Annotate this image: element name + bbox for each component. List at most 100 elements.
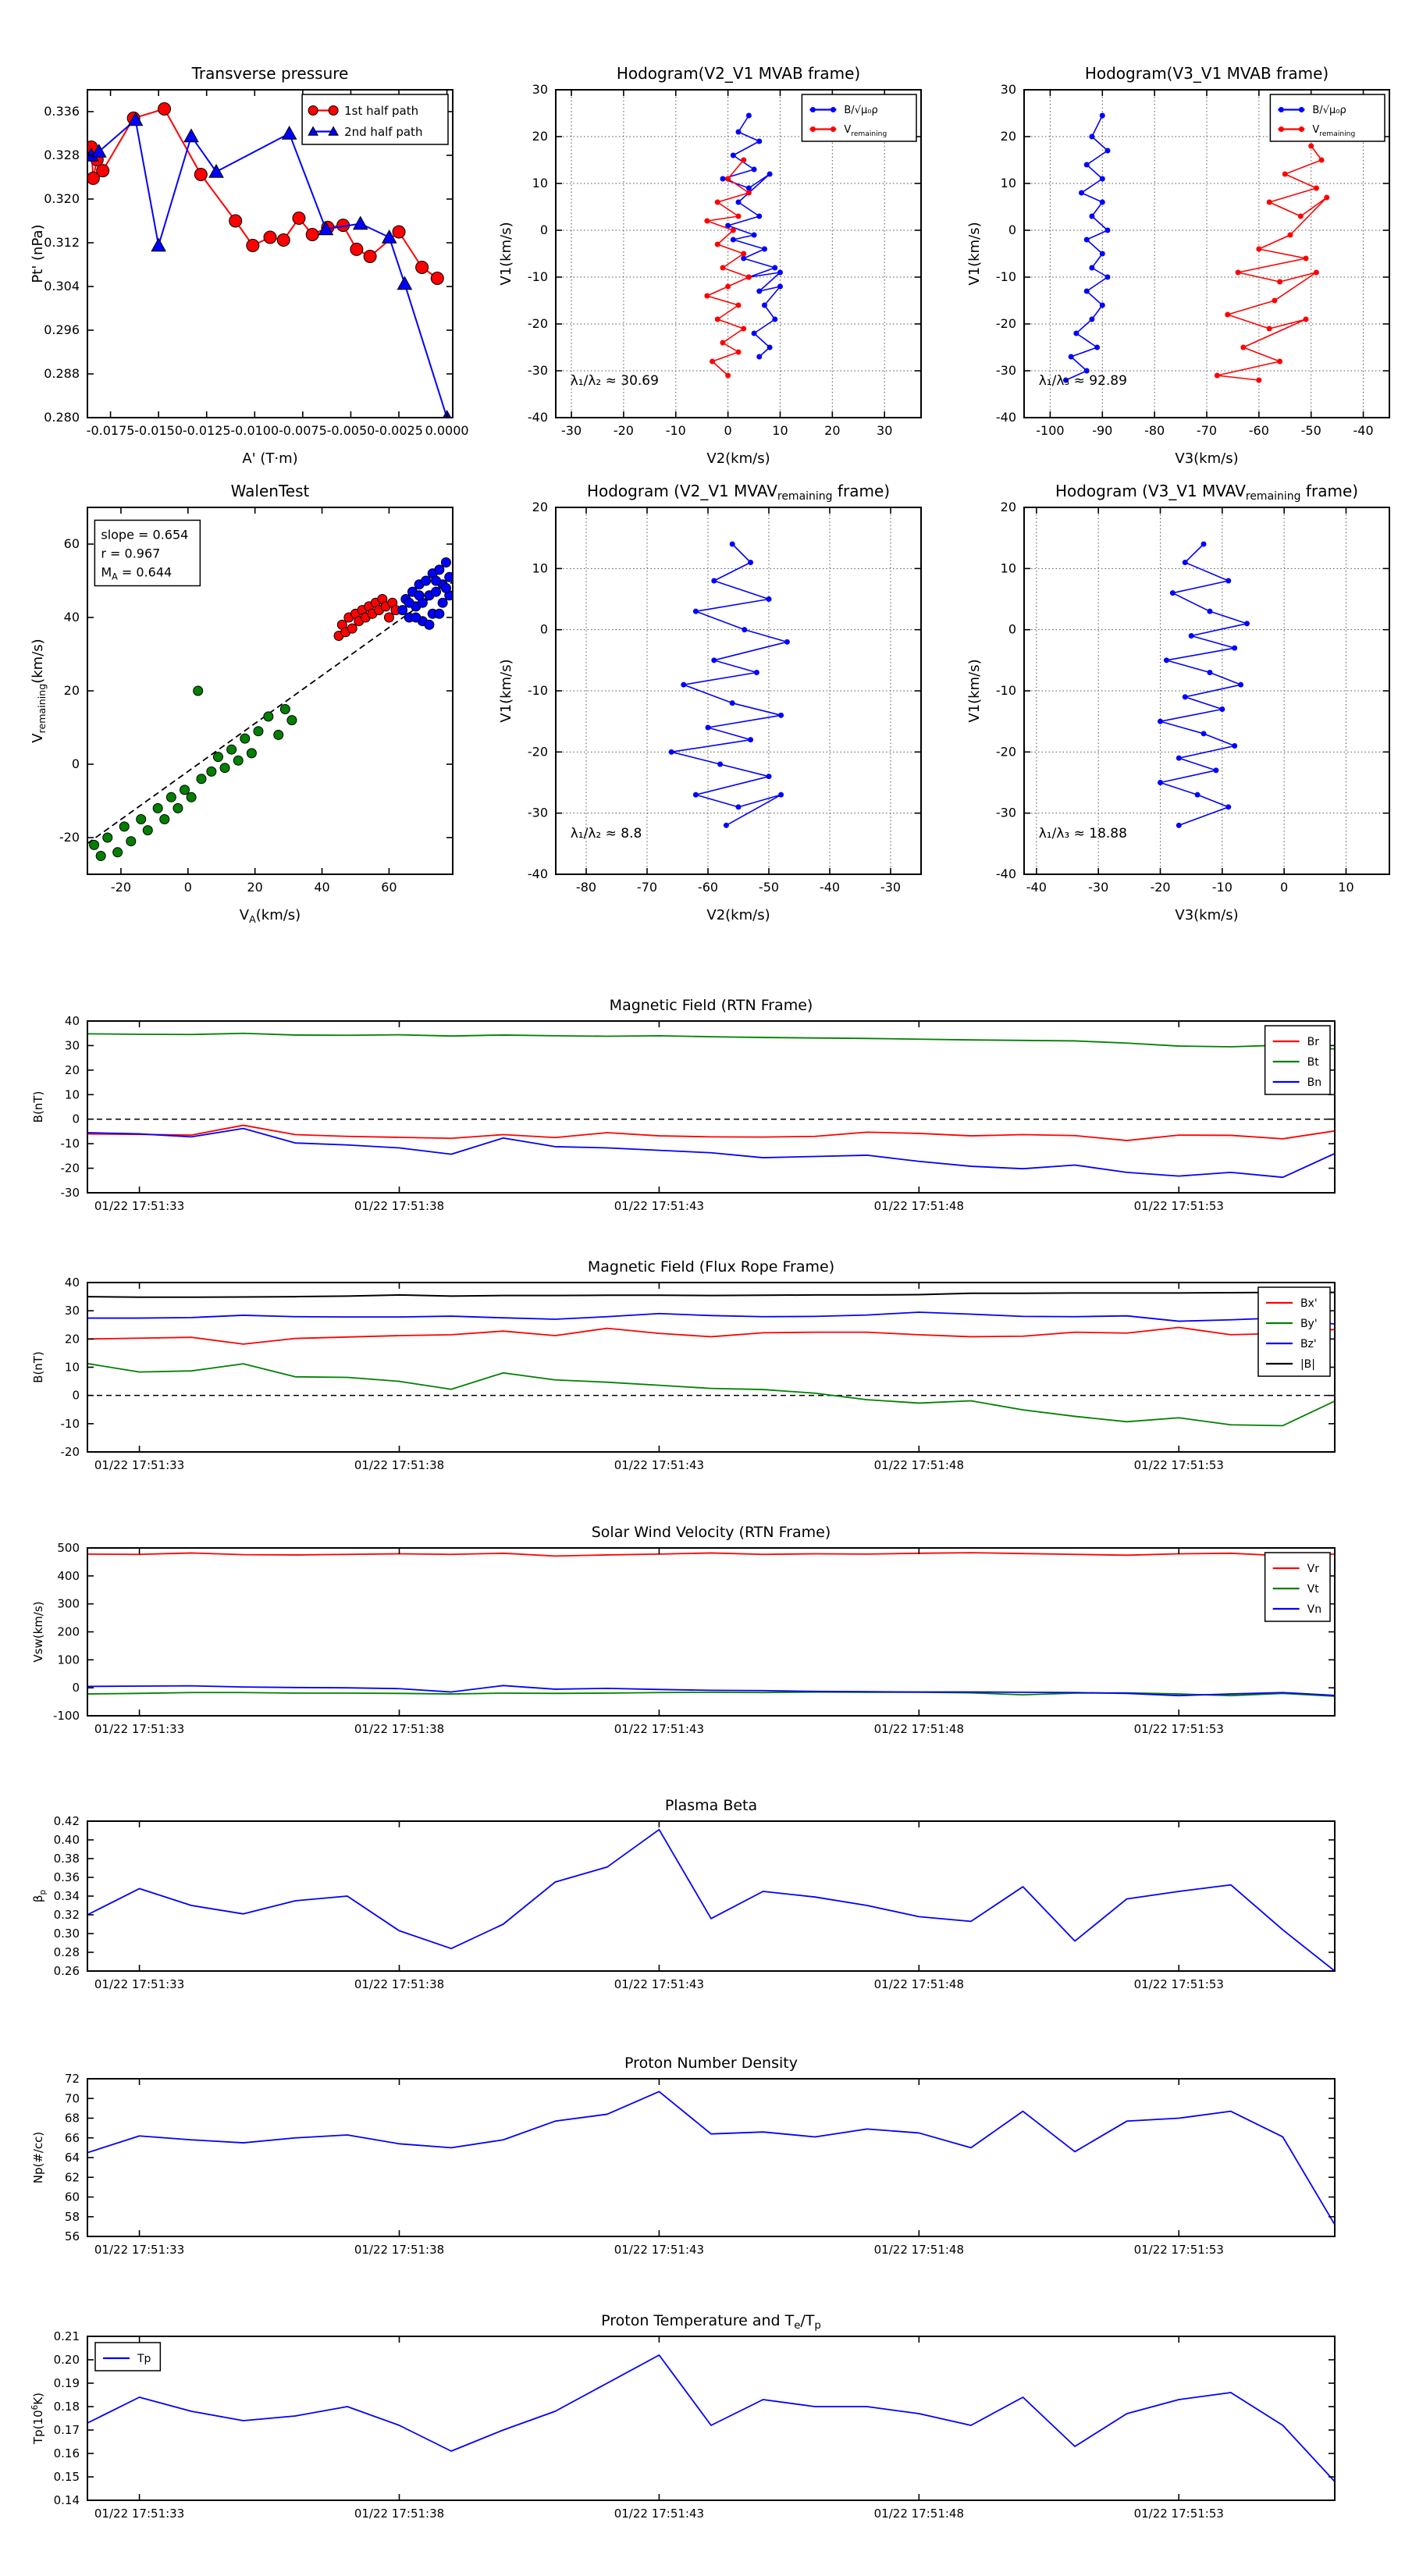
svg-text:λ₁/λ₂ ≈ 8.8: λ₁/λ₂ ≈ 8.8 bbox=[571, 826, 642, 841]
svg-text:0.18: 0.18 bbox=[54, 2400, 80, 2414]
svg-text:-30: -30 bbox=[561, 423, 582, 438]
svg-text:-30: -30 bbox=[1088, 880, 1108, 895]
svg-text:-20: -20 bbox=[996, 316, 1016, 331]
svg-text:-80: -80 bbox=[576, 880, 596, 895]
svg-text:λ₁/λ₃ ≈ 18.88: λ₁/λ₃ ≈ 18.88 bbox=[1039, 826, 1127, 841]
svg-text:-40: -40 bbox=[996, 410, 1016, 425]
svg-text:10: 10 bbox=[65, 1361, 80, 1375]
svg-text:01/22 17:51:43: 01/22 17:51:43 bbox=[614, 1977, 704, 1991]
svg-text:-40: -40 bbox=[1353, 423, 1374, 438]
svg-text:10: 10 bbox=[772, 423, 788, 438]
svg-text:VA(km/s): VA(km/s) bbox=[240, 907, 301, 925]
svg-text:01/22 17:51:33: 01/22 17:51:33 bbox=[94, 1977, 184, 1991]
svg-text:0.38: 0.38 bbox=[54, 1852, 80, 1866]
svg-text:-0.0100: -0.0100 bbox=[230, 423, 279, 438]
svg-text:40: 40 bbox=[65, 1276, 80, 1290]
svg-text:-0.0125: -0.0125 bbox=[183, 423, 231, 438]
svg-text:20: 20 bbox=[1001, 129, 1016, 144]
svg-text:-30: -30 bbox=[61, 1186, 80, 1200]
svg-text:20: 20 bbox=[824, 423, 840, 438]
hodogram-v2v1-mvab-chart: -30 -20 -10 0 10 20 30 -40 -30 -20 -10 0 10 20 30 Hodog… bbox=[484, 12, 941, 488]
magnetic-field-rtn-chart: 01/22 17:51:33 01/22 17:51:38 01/22 17:51:… bbox=[16, 982, 1389, 1224]
svg-text:10: 10 bbox=[532, 176, 548, 190]
svg-text:Vremaining: Vremaining bbox=[1312, 124, 1355, 138]
svg-text:MA = 0.644: MA = 0.644 bbox=[101, 564, 172, 582]
svg-text:10: 10 bbox=[65, 1087, 80, 1101]
svg-text:01/22 17:51:48: 01/22 17:51:48 bbox=[874, 2243, 964, 2257]
svg-text:0.19: 0.19 bbox=[54, 2376, 80, 2390]
svg-text:01/22 17:51:53: 01/22 17:51:53 bbox=[1134, 1199, 1224, 1213]
svg-text:100: 100 bbox=[57, 1653, 80, 1667]
svg-text:-20: -20 bbox=[59, 830, 80, 845]
svg-text:-30: -30 bbox=[996, 806, 1016, 820]
svg-text:-10: -10 bbox=[528, 269, 548, 284]
svg-text:56: 56 bbox=[65, 2229, 80, 2243]
svg-text:-60: -60 bbox=[1249, 423, 1269, 438]
svg-text:r = 0.967: r = 0.967 bbox=[101, 546, 160, 560]
transverse-pressure-chart: -0.0175 -0.0150 -0.0125 -0.0100 -0.0075 -0.00… bbox=[16, 12, 472, 488]
svg-text:Transverse pressure: Transverse pressure bbox=[191, 64, 349, 83]
svg-text:V1(km/s): V1(km/s) bbox=[966, 659, 983, 722]
svg-text:Tp: Tp bbox=[137, 2353, 151, 2365]
svg-text:10: 10 bbox=[1001, 560, 1016, 575]
svg-text:20: 20 bbox=[247, 880, 262, 895]
svg-text:V2(km/s): V2(km/s) bbox=[706, 907, 770, 923]
svg-text:0.20: 0.20 bbox=[54, 2353, 80, 2367]
svg-text:0.296: 0.296 bbox=[44, 322, 80, 337]
svg-text:-0.0050: -0.0050 bbox=[327, 423, 375, 438]
svg-text:0.0000: 0.0000 bbox=[425, 423, 469, 438]
svg-text:Vt: Vt bbox=[1307, 1583, 1320, 1596]
svg-text:Pt' (nPa): Pt' (nPa) bbox=[30, 224, 46, 283]
svg-text:0: 0 bbox=[184, 880, 192, 895]
svg-text:40: 40 bbox=[314, 880, 329, 895]
svg-text:01/22 17:51:33: 01/22 17:51:33 bbox=[94, 1458, 184, 1472]
svg-text:0.42: 0.42 bbox=[54, 1814, 80, 1828]
svg-text:0: 0 bbox=[1008, 622, 1016, 637]
svg-text:Bx': Bx' bbox=[1300, 1297, 1318, 1310]
svg-text:-0.0150: -0.0150 bbox=[134, 423, 183, 438]
solar-wind-velocity-chart: 01/22 17:51:33 01/22 17:51:38 01/22 17:51:… bbox=[16, 1505, 1389, 1749]
svg-text:0: 0 bbox=[1280, 880, 1288, 895]
svg-text:58: 58 bbox=[65, 2210, 80, 2224]
svg-text:01/22 17:51:43: 01/22 17:51:43 bbox=[614, 2243, 704, 2257]
svg-text:-50: -50 bbox=[759, 880, 779, 895]
svg-text:0.14: 0.14 bbox=[54, 2493, 80, 2507]
svg-text:20: 20 bbox=[532, 129, 548, 144]
svg-text:-10: -10 bbox=[61, 1417, 80, 1431]
svg-text:0: 0 bbox=[72, 756, 80, 771]
svg-text:01/22 17:51:43: 01/22 17:51:43 bbox=[614, 2507, 704, 2521]
svg-text:B(nT): B(nT) bbox=[31, 1351, 45, 1383]
svg-text:01/22 17:51:48: 01/22 17:51:48 bbox=[874, 1722, 964, 1736]
svg-text:01/22 17:51:38: 01/22 17:51:38 bbox=[354, 1199, 444, 1213]
svg-text:-0.0075: -0.0075 bbox=[279, 423, 327, 438]
svg-text:Vsw(km/s): Vsw(km/s) bbox=[31, 1601, 45, 1662]
svg-text:-70: -70 bbox=[1197, 423, 1217, 438]
svg-text:0.32: 0.32 bbox=[54, 1908, 80, 1922]
svg-text:V1(km/s): V1(km/s) bbox=[498, 659, 514, 722]
svg-text:0.288: 0.288 bbox=[44, 366, 80, 381]
svg-text:Hodogram (V3_V1 MVAVremaining: Hodogram (V3_V1 MVAVremaining frame) bbox=[1055, 482, 1358, 503]
svg-text:Vremaining(km/s): Vremaining(km/s) bbox=[30, 639, 48, 742]
svg-text:0.21: 0.21 bbox=[54, 2329, 80, 2343]
svg-text:0.34: 0.34 bbox=[54, 1889, 80, 1903]
svg-text:-30: -30 bbox=[528, 363, 548, 378]
svg-text:Magnetic Field (RTN Frame): Magnetic Field (RTN Frame) bbox=[610, 997, 813, 1014]
svg-text:-10: -10 bbox=[61, 1137, 80, 1151]
svg-text:01/22 17:51:48: 01/22 17:51:48 bbox=[874, 1458, 964, 1472]
svg-text:B(nT): B(nT) bbox=[31, 1091, 45, 1123]
svg-text:λ₁/λ₃ ≈ 92.89: λ₁/λ₃ ≈ 92.89 bbox=[1039, 373, 1127, 389]
svg-text:01/22 17:51:38: 01/22 17:51:38 bbox=[354, 1977, 444, 1991]
svg-text:V3(km/s): V3(km/s) bbox=[1175, 450, 1238, 467]
svg-text:60: 60 bbox=[64, 536, 80, 551]
svg-text:Br: Br bbox=[1307, 1036, 1320, 1048]
svg-text:30: 30 bbox=[65, 1038, 80, 1052]
proton-temperature-chart: 01/22 17:51:33 01/22 17:51:38 01/22 17:51:… bbox=[16, 2293, 1389, 2535]
svg-text:01/22 17:51:33: 01/22 17:51:33 bbox=[94, 2243, 184, 2257]
svg-text:01/22 17:51:53: 01/22 17:51:53 bbox=[1134, 1977, 1224, 1991]
svg-text:2nd half path: 2nd half path bbox=[344, 125, 422, 139]
svg-text:0: 0 bbox=[540, 222, 548, 237]
svg-text:01/22 17:51:38: 01/22 17:51:38 bbox=[354, 2507, 444, 2521]
svg-text:-20: -20 bbox=[996, 744, 1016, 759]
svg-text:λ₁/λ₂ ≈ 30.69: λ₁/λ₂ ≈ 30.69 bbox=[571, 373, 659, 389]
svg-text:01/22 17:51:53: 01/22 17:51:53 bbox=[1134, 2243, 1224, 2257]
